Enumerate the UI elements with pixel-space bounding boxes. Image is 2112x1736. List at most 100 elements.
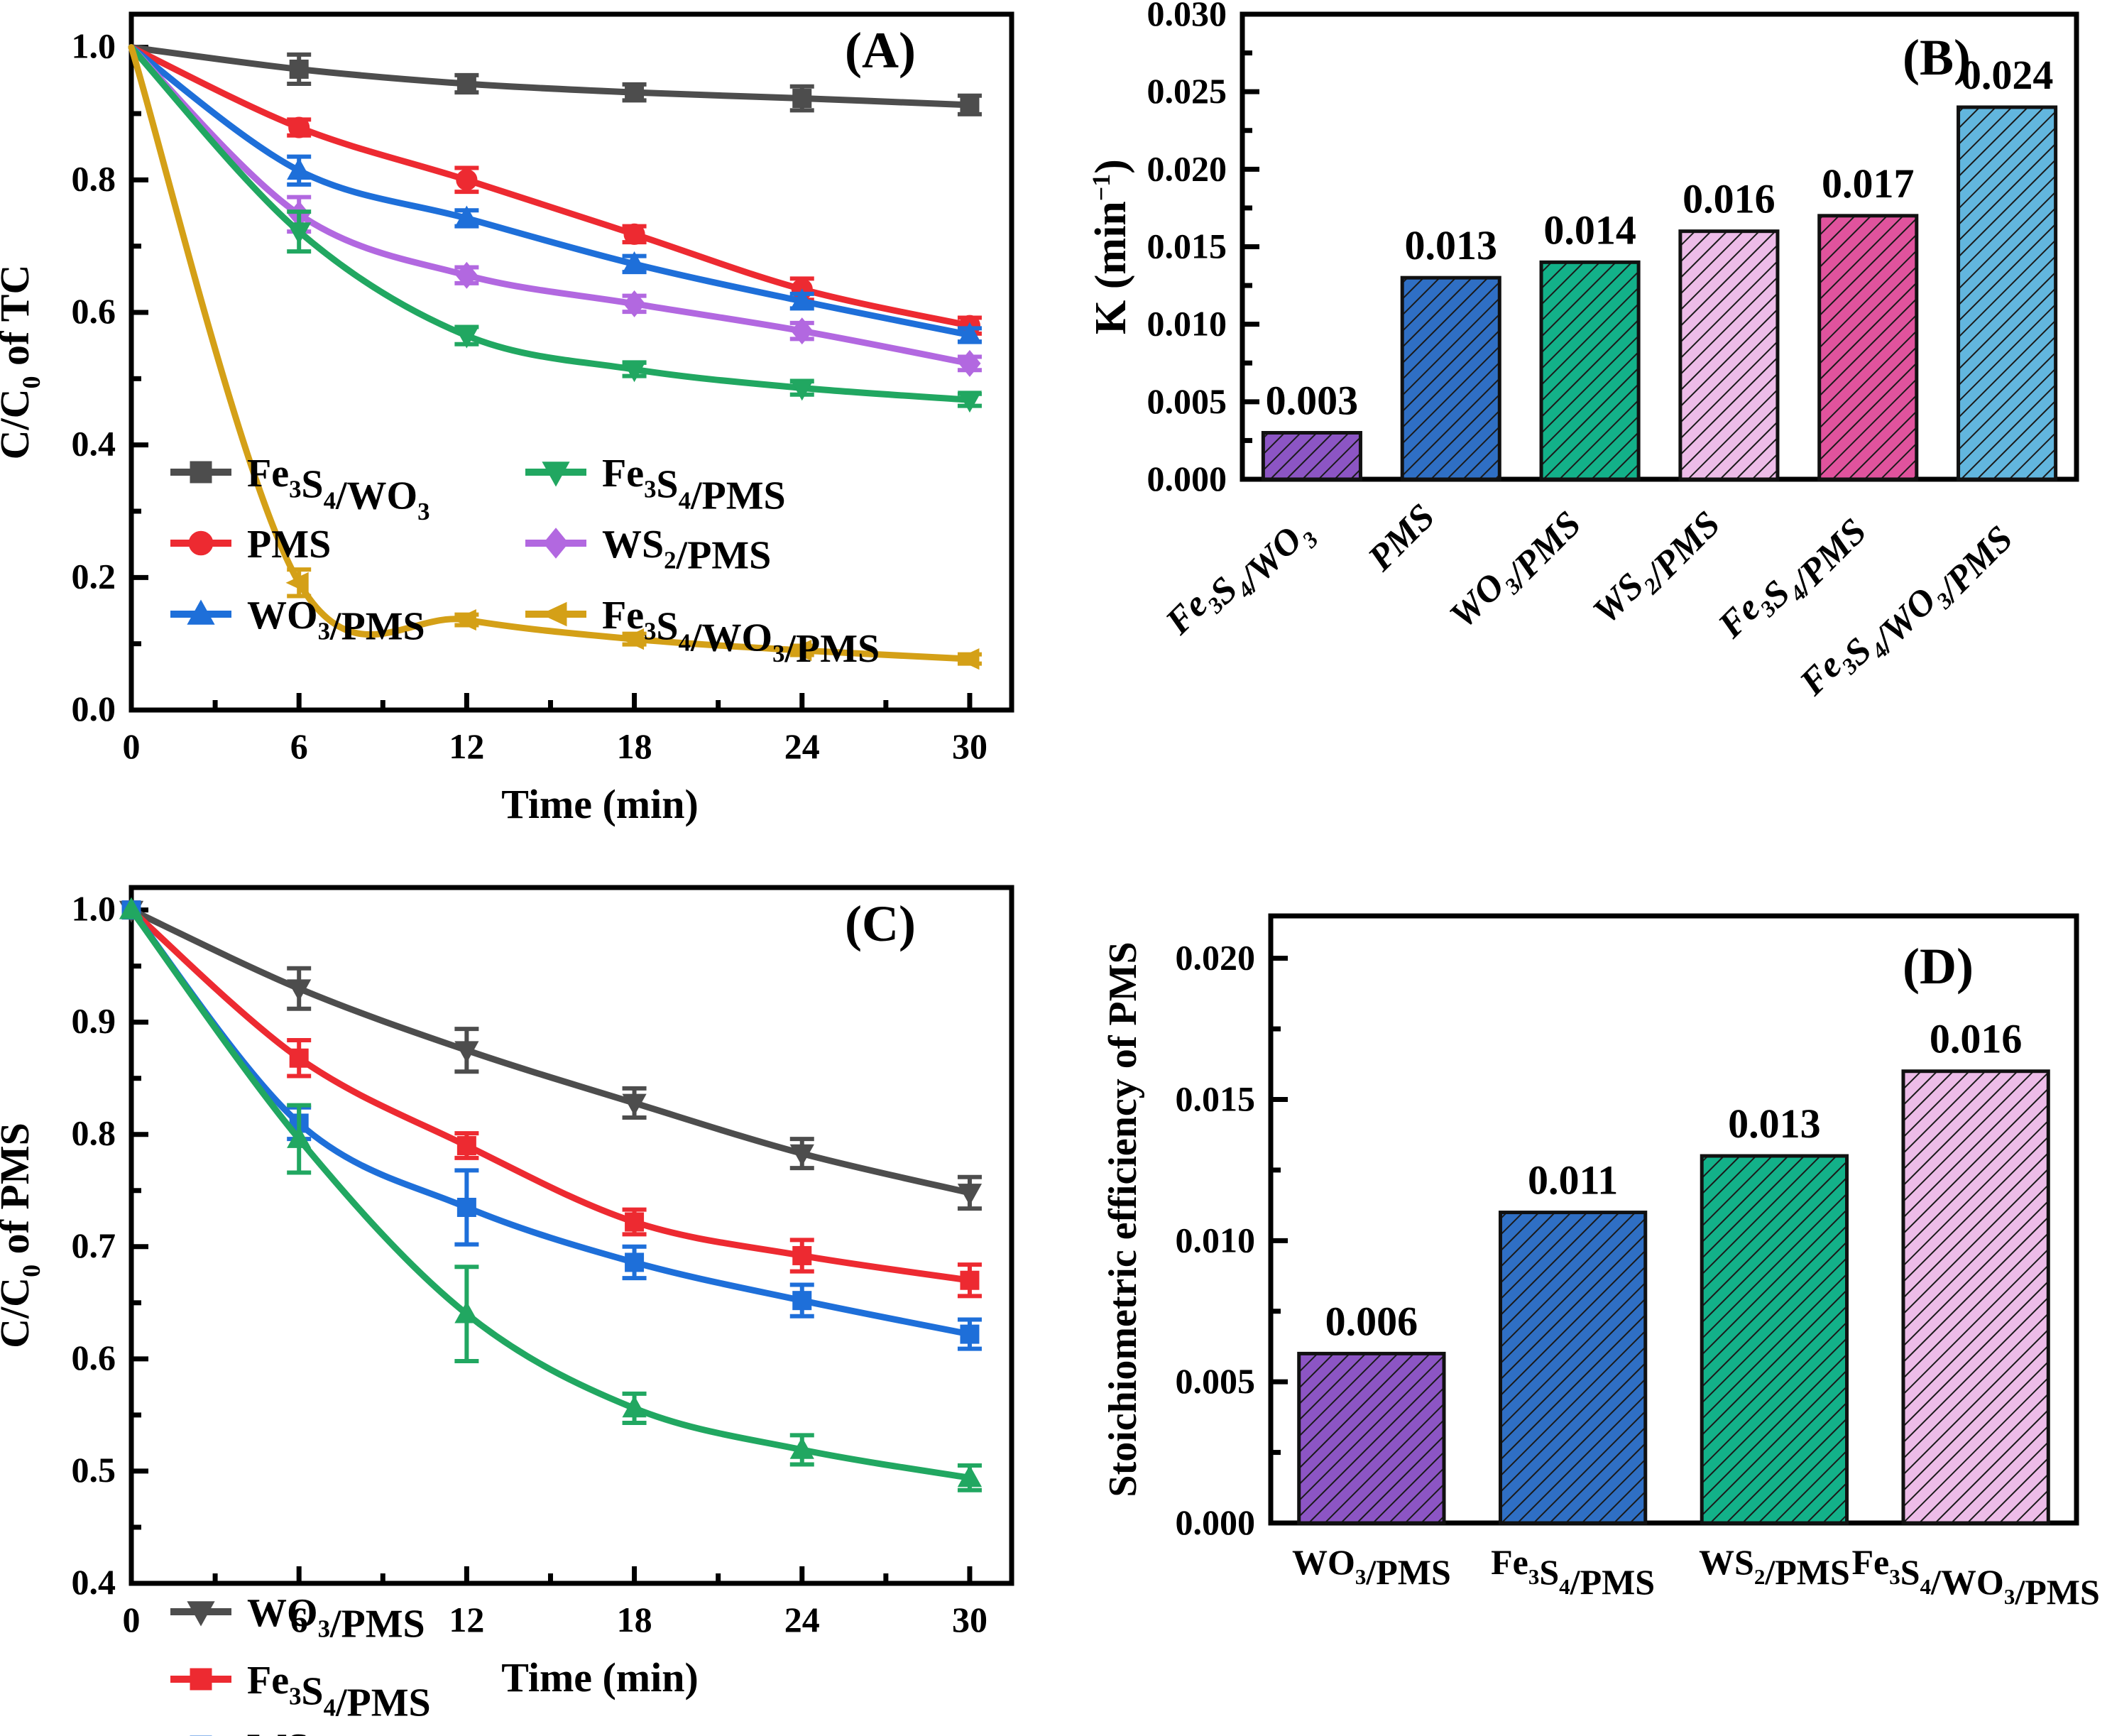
bar-rect[interactable]	[1957, 105, 2058, 481]
bar-value-label: 0.013	[1405, 222, 1498, 268]
data-marker	[789, 1436, 814, 1459]
data-marker	[620, 628, 645, 650]
data-marker	[956, 648, 980, 670]
y-tick-label: 0.020	[1147, 148, 1227, 188]
bar-WS2/PMS[interactable]	[1678, 229, 1780, 481]
y-tick-label: 0.000	[1176, 1502, 1256, 1542]
bar-rect[interactable]	[1817, 214, 1919, 481]
bar-rect[interactable]	[1297, 1351, 1446, 1525]
bar-value-label: 0.016	[1683, 176, 1775, 222]
legend-item-WS2/PMS[interactable]: WS2/PMS	[170, 1726, 416, 1736]
data-marker	[792, 1245, 812, 1265]
series-Fe3S4/PMS	[128, 44, 983, 413]
data-marker	[960, 1270, 980, 1290]
data-marker	[456, 1136, 476, 1156]
bar-WO3/PMS[interactable]	[1297, 1351, 1446, 1525]
bar-rect[interactable]	[1498, 1211, 1648, 1525]
bar-rect[interactable]	[1700, 1154, 1849, 1525]
data-marker	[542, 462, 570, 487]
data-marker	[456, 1197, 476, 1217]
svg-text:C/C0 of PMS: C/C0 of PMS	[0, 1123, 45, 1348]
series-WO3/PMS	[128, 44, 983, 344]
bar-rect[interactable]	[1678, 229, 1780, 481]
x-tick-label: Fe3S4/PMS	[1491, 1542, 1655, 1602]
legend-label: Fe3S4/PMS	[247, 1659, 431, 1725]
x-tick-label: 6	[290, 726, 308, 766]
x-tick-label: WO3/PMS	[1442, 503, 1589, 635]
bar-Fe3S4/WO3/PMS[interactable]	[1901, 1069, 2050, 1525]
data-marker	[119, 897, 144, 919]
bar-rect[interactable]	[1539, 260, 1641, 481]
y-tick-label: 0.8	[72, 1113, 116, 1153]
legend-item-WS2/PMS[interactable]: WS2/PMS	[525, 523, 771, 578]
data-marker	[543, 528, 569, 559]
data-marker	[287, 1126, 312, 1148]
chart-a: 0.0 0.2 0.4 0.6 0.8 1.0 0 6 12 18 24 30 Time (min) C/…	[0, 11, 1014, 827]
x-tick-label: Fe3S4/WO3/PMS	[1851, 1542, 2099, 1612]
x-tick-label: WS2/PMS	[1585, 503, 1728, 631]
svg-text:K (min−1): K (min−1)	[1087, 159, 1135, 334]
legend-item-Fe3S4/WO3[interactable]: Fe3S4/WO3	[170, 452, 429, 525]
svg-text:C/C0 of TC: C/C0 of TC	[0, 265, 45, 460]
y-tick-label: 0.025	[1147, 71, 1227, 111]
legend-item-WO3/PMS[interactable]: WO3/PMS	[170, 594, 425, 649]
legend-item-Fe3S4/PMS[interactable]: Fe3S4/PMS	[525, 452, 786, 518]
legend-item-WO3/PMS[interactable]: WO3/PMS	[170, 1591, 425, 1647]
bar-Fe3S4/PMS[interactable]	[1498, 1211, 1648, 1525]
x-tick-label: 18	[617, 1600, 652, 1639]
y-tick-label: 0.030	[1147, 0, 1227, 33]
bar-Fe3S4/WO3/PMS[interactable]	[1957, 105, 2058, 481]
y-tick-label: 0.8	[72, 158, 116, 198]
y-tick-label: 0.6	[72, 291, 116, 331]
x-tick-label: PMS	[1360, 496, 1443, 579]
bar-WO3/PMS[interactable]	[1539, 260, 1641, 481]
bar-value-label: 0.014	[1543, 207, 1636, 253]
data-marker	[957, 1465, 983, 1487]
y-tick-label: 0.000	[1147, 459, 1227, 498]
data-marker	[287, 222, 312, 245]
bar-rect[interactable]	[1261, 431, 1362, 481]
x-tick-label: 0	[123, 1600, 141, 1639]
y-tick-label: 0.005	[1147, 381, 1227, 421]
data-marker	[957, 1184, 983, 1206]
legend-label: WS2/PMS	[602, 523, 771, 578]
y-tick-label: 0.010	[1147, 304, 1227, 344]
chart-b: 0.000 0.005 0.010 0.015 0.020 0.025 0.030 K (mi…	[1087, 0, 2079, 704]
data-marker	[623, 290, 646, 317]
bar-WS2/PMS[interactable]	[1700, 1154, 1849, 1525]
series-line	[128, 44, 973, 403]
y-tick-label: 0.5	[72, 1450, 116, 1490]
panel-tag: (D)	[1903, 938, 1974, 995]
bar-Fe3S4/WO3[interactable]	[1261, 431, 1362, 481]
legend-item-Fe3S4/PMS[interactable]: Fe3S4/PMS	[170, 1659, 431, 1725]
data-marker	[190, 461, 212, 484]
data-marker	[287, 979, 312, 1002]
bar-rect[interactable]	[1901, 1069, 2050, 1525]
legend-label: WO3/PMS	[247, 1591, 425, 1647]
plot-frame	[128, 885, 1014, 1586]
data-marker	[789, 639, 812, 662]
legend-item-PMS[interactable]: PMS	[170, 523, 331, 567]
data-marker	[623, 223, 645, 245]
bar-PMS[interactable]	[1400, 275, 1501, 481]
data-marker	[289, 59, 309, 79]
y-tick-label: 0.6	[72, 1338, 116, 1377]
x-tick-label: WO3/PMS	[1292, 1542, 1451, 1592]
legend-item-Fe3S4/WO3/PMS[interactable]: Fe3S4/WO3/PMS	[525, 594, 880, 671]
panel-tag: (A)	[845, 22, 916, 79]
x-tick-label: 18	[617, 726, 652, 766]
bar-Fe3S4/PMS[interactable]	[1817, 214, 1919, 481]
series-line	[128, 44, 973, 367]
bar-rect[interactable]	[1400, 275, 1501, 481]
y-tick-label: 1.0	[72, 889, 116, 929]
data-marker	[789, 378, 814, 401]
panel-tag: (C)	[845, 895, 916, 952]
panel-c: 0.4 0.5 0.6 0.7 0.8 0.9 1.0 0 6 12 18 24 30 Time (min…	[0, 873, 1051, 1736]
series-line	[128, 907, 973, 1338]
data-marker	[622, 251, 647, 273]
y-tick-label: 0.015	[1176, 1079, 1256, 1118]
data-marker	[625, 82, 645, 102]
data-marker	[957, 322, 983, 344]
x-tick-label: 30	[952, 726, 987, 766]
